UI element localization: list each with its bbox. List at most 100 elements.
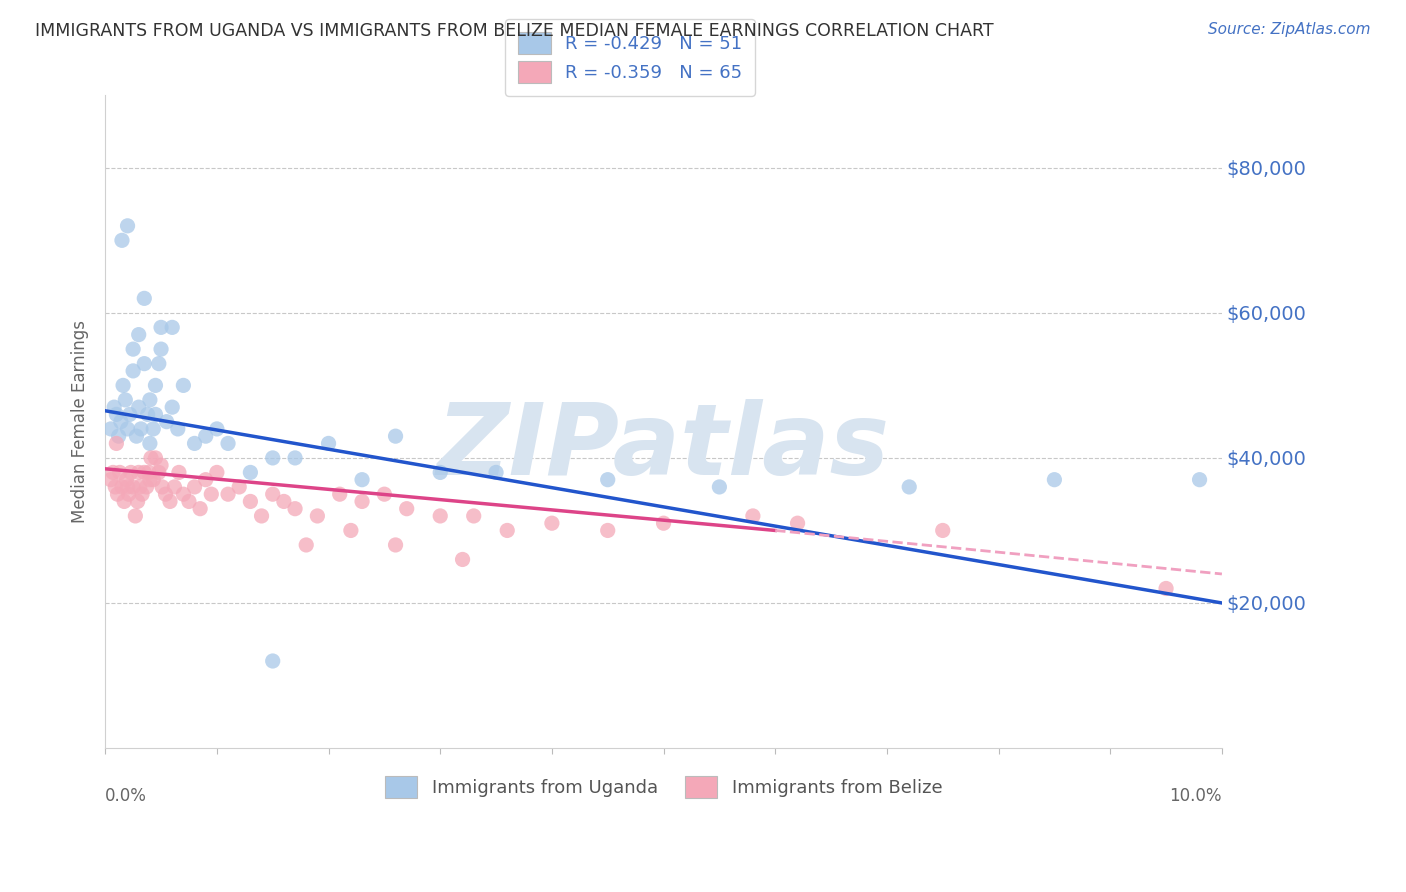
Point: [205, 466, 228, 480]
Point: [148, 466, 170, 480]
Point: [239, 466, 262, 480]
Point: [111, 233, 134, 247]
Point: [117, 422, 139, 436]
Point: [307, 508, 329, 523]
Point: [741, 508, 763, 523]
Point: [104, 480, 127, 494]
Point: [107, 429, 129, 443]
Point: [205, 422, 228, 436]
Point: [384, 538, 406, 552]
Point: [273, 494, 295, 508]
Point: [105, 436, 128, 450]
Point: [183, 436, 205, 450]
Point: [485, 466, 508, 480]
Point: [148, 357, 170, 371]
Point: [155, 487, 177, 501]
Text: 10.0%: 10.0%: [1170, 788, 1222, 805]
Point: [115, 473, 138, 487]
Point: [105, 408, 128, 422]
Point: [596, 473, 619, 487]
Point: [159, 494, 181, 508]
Point: [124, 508, 146, 523]
Point: [352, 494, 374, 508]
Point: [160, 320, 183, 334]
Point: [134, 466, 156, 480]
Point: [384, 429, 406, 443]
Point: [284, 450, 307, 465]
Point: [183, 480, 205, 494]
Point: [128, 480, 150, 494]
Point: [131, 487, 153, 501]
Point: [395, 501, 418, 516]
Point: [118, 487, 141, 501]
Legend: Immigrants from Uganda, Immigrants from Belize: Immigrants from Uganda, Immigrants from …: [373, 764, 955, 811]
Point: [250, 508, 273, 523]
Point: [496, 524, 519, 538]
Point: [652, 516, 675, 531]
Point: [188, 501, 211, 516]
Point: [128, 400, 150, 414]
Text: ZIPatlas: ZIPatlas: [437, 400, 890, 496]
Point: [134, 291, 156, 305]
Point: [373, 487, 395, 501]
Point: [194, 473, 217, 487]
Point: [194, 429, 217, 443]
Point: [239, 494, 262, 508]
Point: [127, 494, 149, 508]
Point: [167, 466, 190, 480]
Point: [118, 408, 141, 422]
Point: [145, 408, 167, 422]
Point: [122, 480, 145, 494]
Point: [135, 480, 157, 494]
Point: [100, 473, 122, 487]
Point: [295, 538, 318, 552]
Point: [217, 487, 239, 501]
Point: [139, 436, 162, 450]
Text: Source: ZipAtlas.com: Source: ZipAtlas.com: [1208, 22, 1371, 37]
Point: [129, 422, 152, 436]
Point: [156, 415, 179, 429]
Point: [166, 422, 188, 436]
Point: [117, 219, 139, 233]
Point: [318, 436, 340, 450]
Point: [172, 487, 194, 501]
Point: [122, 342, 145, 356]
Point: [150, 342, 173, 356]
Point: [340, 524, 363, 538]
Point: [139, 392, 162, 407]
Point: [111, 480, 134, 494]
Point: [463, 508, 485, 523]
Point: [228, 480, 250, 494]
Point: [160, 400, 183, 414]
Point: [898, 480, 921, 494]
Point: [108, 466, 131, 480]
Point: [429, 508, 451, 523]
Point: [200, 487, 222, 501]
Point: [1154, 582, 1177, 596]
Point: [136, 408, 159, 422]
Point: [177, 494, 200, 508]
Point: [110, 415, 132, 429]
Point: [125, 429, 148, 443]
Point: [541, 516, 564, 531]
Point: [145, 378, 167, 392]
Point: [114, 392, 136, 407]
Point: [103, 400, 125, 414]
Point: [142, 422, 165, 436]
Point: [709, 480, 731, 494]
Y-axis label: Median Female Earnings: Median Female Earnings: [72, 320, 89, 523]
Point: [100, 422, 122, 436]
Point: [217, 436, 239, 450]
Point: [107, 487, 129, 501]
Point: [150, 320, 173, 334]
Point: [1043, 473, 1066, 487]
Text: IMMIGRANTS FROM UGANDA VS IMMIGRANTS FROM BELIZE MEDIAN FEMALE EARNINGS CORRELAT: IMMIGRANTS FROM UGANDA VS IMMIGRANTS FRO…: [35, 22, 994, 40]
Text: 0.0%: 0.0%: [105, 788, 148, 805]
Point: [262, 450, 284, 465]
Point: [596, 524, 619, 538]
Point: [150, 480, 173, 494]
Point: [120, 466, 142, 480]
Point: [101, 466, 124, 480]
Point: [128, 466, 150, 480]
Point: [134, 357, 156, 371]
